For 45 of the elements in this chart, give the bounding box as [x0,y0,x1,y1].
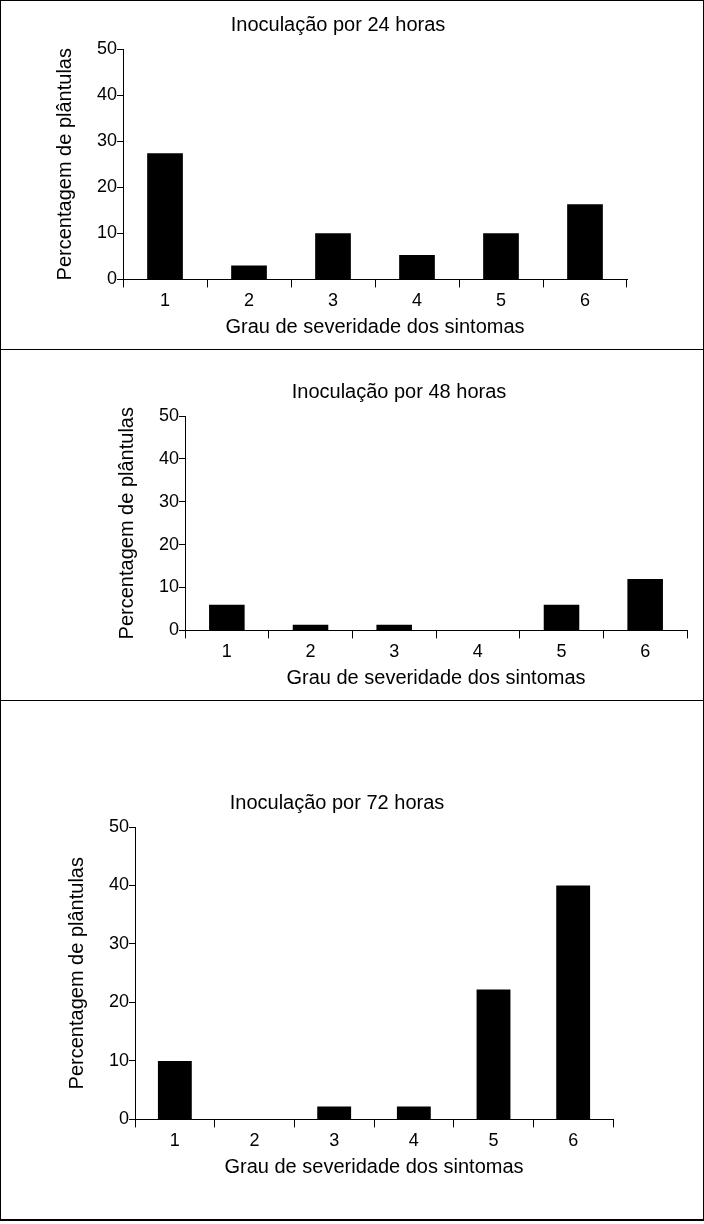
x-axis-title: Grau de severidade dos sintomas [224,1154,524,1177]
y-tick-label: 50 [96,37,118,58]
y-tick-label: 50 [158,404,180,425]
x-tick-label: 2 [305,641,316,662]
y-tick-label: 30 [96,130,118,151]
y-axis-title: Percentagem de plântulas [114,407,137,640]
x-tick-label: 6 [568,1130,579,1151]
y-tick-label: 30 [158,490,180,511]
y-tick-label: 0 [107,268,118,289]
x-tick-label: 5 [496,290,507,311]
y-tick-label: 20 [96,176,118,197]
x-tick-label: 5 [488,1130,499,1151]
x-tick-label: 2 [249,1130,260,1151]
y-axis-title: Percentagem de plântulas [52,48,75,281]
y-tick-label: 10 [158,576,180,597]
x-tick-label: 6 [640,641,651,662]
x-tick-label: 6 [579,290,591,311]
x-tick-label: 4 [408,1130,419,1151]
x-axis-title: Grau de severidade dos sintomas [225,314,525,337]
y-tick-label: 40 [158,447,180,468]
y-axis-title: Percentagem de plântulas [64,857,87,1090]
y-tick-label: 30 [108,932,130,953]
y-tick-label: 10 [108,1049,130,1070]
y-tick-label: 20 [108,991,130,1012]
x-tick-label: 2 [244,290,255,311]
x-tick-label: 1 [169,1130,180,1151]
chart-title: Inoculação por 72 horas [229,790,445,813]
y-tick-label: 40 [96,84,118,105]
y-tick-label: 10 [96,222,118,243]
x-tick-label: 1 [221,641,232,662]
chart-title: Inoculação por 48 horas [291,379,507,402]
chart-title: Inoculação por 24 horas [230,12,446,35]
x-tick-label: 3 [389,641,400,662]
x-tick-label: 4 [472,641,483,662]
y-tick-label: 0 [169,619,180,640]
x-tick-label: 3 [329,1130,340,1151]
y-tick-label: 20 [158,533,180,554]
x-axis-title: Grau de severidade dos sintomas [286,665,586,688]
x-tick-label: 3 [328,290,339,311]
x-tick-label: 4 [412,290,423,311]
y-tick-label: 0 [119,1108,130,1129]
x-tick-label: 5 [556,641,567,662]
y-tick-label: 50 [108,815,130,836]
x-tick-label: 1 [160,290,171,311]
y-tick-label: 40 [108,874,130,895]
